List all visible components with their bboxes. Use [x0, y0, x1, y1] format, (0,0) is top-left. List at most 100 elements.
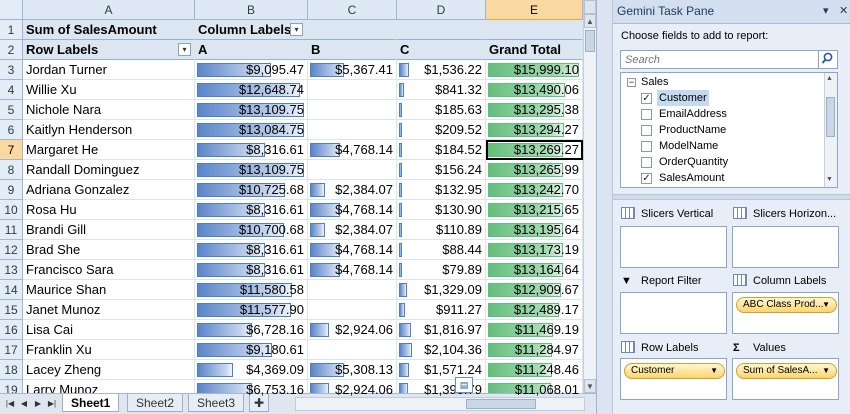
- value-cell[interactable]: $13,109.75: [195, 100, 308, 120]
- value-cell[interactable]: $156.24: [397, 160, 486, 180]
- value-cell[interactable]: $2,104.36: [397, 340, 486, 360]
- value-cell[interactable]: $2,384.07: [308, 180, 397, 200]
- customer-name[interactable]: Willie Xu: [23, 80, 195, 100]
- scroll-down-icon[interactable]: ▼: [584, 379, 596, 393]
- row-header[interactable]: 12: [0, 240, 23, 260]
- grand-total-cell[interactable]: $13,164.64: [486, 260, 583, 280]
- pivot-column-header[interactable]: B: [308, 40, 397, 60]
- customer-name[interactable]: Margaret He: [23, 140, 195, 160]
- customer-name[interactable]: Janet Munoz: [23, 300, 195, 320]
- paste-options-icon[interactable]: ▤: [455, 377, 473, 393]
- column-header-e[interactable]: E: [486, 0, 583, 20]
- field-checkbox[interactable]: [641, 125, 652, 136]
- value-cell[interactable]: $10,700.68: [195, 220, 308, 240]
- field-checkbox[interactable]: [641, 157, 652, 168]
- grand-total-cell[interactable]: $12,909.67: [486, 280, 583, 300]
- row-header[interactable]: 15: [0, 300, 23, 320]
- chevron-down-icon[interactable]: ▼: [822, 366, 830, 375]
- value-cell[interactable]: $11,580.58: [195, 280, 308, 300]
- customer-name[interactable]: Nichole Nara: [23, 100, 195, 120]
- value-cell[interactable]: $9,180.61: [195, 340, 308, 360]
- value-cell[interactable]: $8,316.61: [195, 200, 308, 220]
- value-cell[interactable]: $132.95: [397, 180, 486, 200]
- value-cell[interactable]: $185.63: [397, 100, 486, 120]
- grand-total-cell[interactable]: $13,195.64: [486, 220, 583, 240]
- row-header[interactable]: 13: [0, 260, 23, 280]
- scroll-up-icon[interactable]: ▲: [584, 14, 596, 28]
- value-cell[interactable]: $911.27: [397, 300, 486, 320]
- row-header[interactable]: 10: [0, 200, 23, 220]
- grand-total-cell[interactable]: $11,284.97: [486, 340, 583, 360]
- grand-total-cell[interactable]: $13,269.27: [486, 140, 583, 160]
- value-cell[interactable]: $2,384.07: [308, 220, 397, 240]
- customer-name[interactable]: Franklin Xu: [23, 340, 195, 360]
- customer-name[interactable]: Randall Dominguez: [23, 160, 195, 180]
- value-cell[interactable]: $8,316.61: [195, 240, 308, 260]
- column-header-c[interactable]: C: [308, 0, 397, 20]
- slicers-vertical-drop-area[interactable]: [620, 226, 727, 268]
- values-caption[interactable]: Sum of SalesAmount: [23, 20, 195, 40]
- next-sheet-icon[interactable]: ▶: [34, 399, 42, 408]
- customer-name[interactable]: Jordan Turner: [23, 60, 195, 80]
- row-header[interactable]: 3: [0, 60, 23, 80]
- horizontal-scrollbar[interactable]: [295, 397, 585, 411]
- prev-sheet-icon[interactable]: ◀: [20, 399, 28, 408]
- field-checkbox[interactable]: [641, 141, 652, 152]
- value-cell[interactable]: $4,768.14: [308, 200, 397, 220]
- grand-total-cell[interactable]: $13,173.19: [486, 240, 583, 260]
- row-labels-caption[interactable]: Row Labels: [23, 40, 195, 60]
- field-orderquantity[interactable]: OrderQuantity: [621, 154, 821, 170]
- customer-name[interactable]: Lisa Cai: [23, 320, 195, 340]
- value-cell[interactable]: $184.52: [397, 140, 486, 160]
- collapse-icon[interactable]: −: [627, 77, 636, 87]
- value-cell[interactable]: [308, 340, 397, 360]
- value-cell[interactable]: $1,329.09: [397, 280, 486, 300]
- field-list-scrollbar[interactable]: ▲ ▼: [824, 73, 837, 187]
- customer-name[interactable]: Kaitlyn Henderson: [23, 120, 195, 140]
- value-cell[interactable]: [308, 80, 397, 100]
- value-cell[interactable]: $4,768.14: [308, 140, 397, 160]
- column-header-a[interactable]: A: [23, 0, 195, 20]
- row-header[interactable]: 2: [0, 40, 23, 60]
- last-sheet-icon[interactable]: ▶|: [47, 399, 57, 408]
- search-icon[interactable]: [818, 51, 837, 68]
- insert-sheet-icon[interactable]: ✚: [249, 394, 270, 412]
- customer-name[interactable]: Francisco Sara: [23, 260, 195, 280]
- value-cell[interactable]: $110.89: [397, 220, 486, 240]
- row-labels-drop-area[interactable]: Customer ▼: [620, 358, 727, 400]
- empty-header-cell[interactable]: [486, 20, 583, 40]
- vertical-scroll-thumb[interactable]: [585, 30, 595, 52]
- column-labels-drop-area[interactable]: ABC Class Prod... ▼: [732, 292, 839, 334]
- value-cell[interactable]: $4,369.09: [195, 360, 308, 380]
- value-cell[interactable]: [308, 160, 397, 180]
- row-labels-field-pill[interactable]: Customer ▼: [624, 363, 725, 379]
- tab-sheet2[interactable]: Sheet2: [127, 394, 184, 412]
- value-cell[interactable]: $88.44: [397, 240, 486, 260]
- value-cell[interactable]: [308, 300, 397, 320]
- report-filter-drop-area[interactable]: [620, 292, 727, 334]
- customer-name[interactable]: Maurice Shan: [23, 280, 195, 300]
- field-checkbox[interactable]: ✓: [641, 173, 652, 184]
- row-header[interactable]: 1: [0, 20, 23, 40]
- pivot-column-header[interactable]: A: [195, 40, 308, 60]
- field-checkbox[interactable]: ✓: [641, 93, 652, 104]
- pivot-table[interactable]: 1 Sum of SalesAmount Column Labels ▾ 2 Row La…: [0, 20, 583, 400]
- grand-total-cell[interactable]: $13,294.27: [486, 120, 583, 140]
- row-header[interactable]: 8: [0, 160, 23, 180]
- value-cell[interactable]: $6,728.16: [195, 320, 308, 340]
- column-labels-field-pill[interactable]: ABC Class Prod... ▼: [736, 297, 837, 313]
- row-header[interactable]: 16: [0, 320, 23, 340]
- value-cell[interactable]: $841.32: [397, 80, 486, 100]
- table-node-sales[interactable]: − Sales: [621, 74, 821, 90]
- row-header[interactable]: 6: [0, 120, 23, 140]
- value-cell[interactable]: $10,725.68: [195, 180, 308, 200]
- field-checkbox[interactable]: [641, 109, 652, 120]
- row-header[interactable]: 17: [0, 340, 23, 360]
- row-header[interactable]: 7: [0, 140, 23, 160]
- grand-total-cell[interactable]: $12,489.17: [486, 300, 583, 320]
- row-header[interactable]: 11: [0, 220, 23, 240]
- field-customer[interactable]: ✓ Customer: [621, 90, 821, 106]
- row-header[interactable]: 4: [0, 80, 23, 100]
- split-handle[interactable]: [584, 0, 596, 14]
- values-drop-area[interactable]: Sum of SalesA... ▼: [732, 358, 839, 400]
